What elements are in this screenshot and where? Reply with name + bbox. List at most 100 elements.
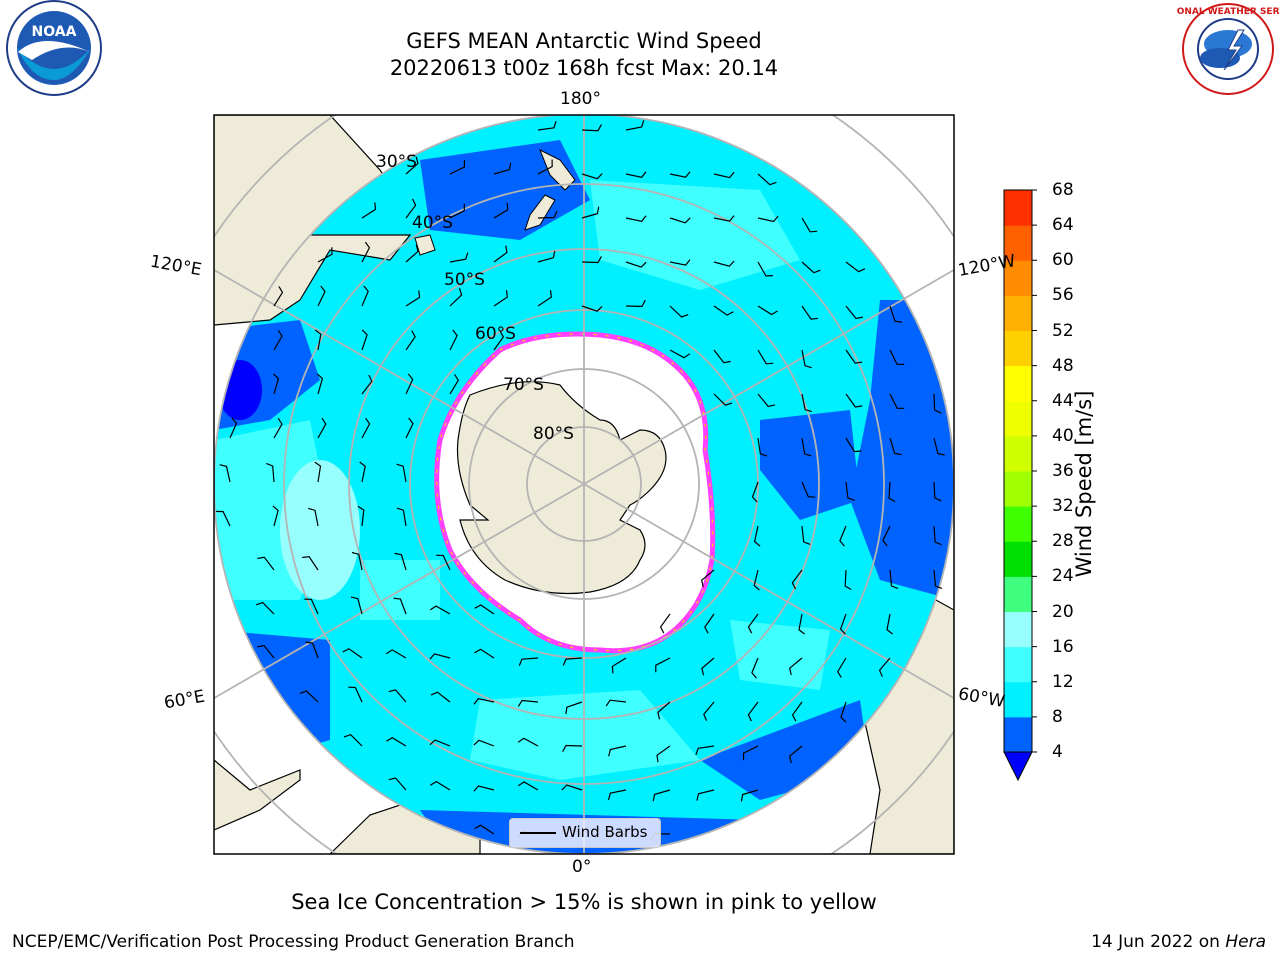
wind-barb [266,462,275,483]
footer-credit: NCEP/EMC/Verification Post Processing Pr… [12,932,575,952]
wind-barb [396,507,407,527]
wind-barb [473,698,495,705]
wind-barb [740,789,759,802]
wind-barb [394,552,407,571]
colorbar-bin [1004,681,1032,718]
wind-barb [659,613,671,634]
wind-barb [449,288,463,307]
wind-barb [882,525,891,547]
wind-barb [493,245,508,263]
wind-barb [581,256,602,264]
lat-label-30s: 30°S [376,152,417,172]
wind-barb [317,285,326,307]
wind-barb [704,613,715,634]
wind-barb [386,736,407,747]
wind-barb [757,393,776,408]
colorbar-label: Wind Speed [m/s] [1072,390,1096,578]
wind-barb [747,701,759,722]
wind-barb [713,349,731,364]
wind-barb [562,657,583,666]
caption: Sea Ice Concentration > 15% is shown in … [291,890,877,914]
wind-barb [757,173,777,186]
wind-barb [801,217,818,233]
wind-barb [751,481,759,503]
wind-barb [257,644,275,659]
wind-barb [361,285,369,307]
colorbar-tick-label: 8 [1052,706,1063,727]
wind-barb [801,305,819,320]
wind-barb [652,789,671,802]
wind-barb [273,417,283,439]
wind-barb [703,701,715,722]
wind-barb [219,464,231,483]
colorbar-tick-label: 56 [1052,285,1074,306]
wind-barb [474,604,495,615]
wind-barb [713,215,735,222]
wind-barb [537,210,558,219]
wind-barb [302,556,319,571]
wind-barb [361,241,371,263]
wind-barbs [216,120,945,841]
wind-barb [801,393,813,413]
wind-barb [611,657,627,674]
wind-barb [789,745,803,764]
wind-barb [385,649,407,659]
wind-barb [625,215,647,222]
lat-label-50s: 50°S [444,270,485,290]
colorbar-bin [1004,225,1032,261]
wind-barb [669,349,691,359]
wind-barb [751,657,759,679]
colorbar-bin [1004,576,1032,612]
wind-barb [845,305,864,320]
wind-barb [304,598,319,615]
wind-barb [393,597,407,615]
wind-barb [656,745,671,763]
wind-barb [350,596,363,615]
wind-barb [561,784,583,791]
wind-barb [388,777,407,791]
colorbar-tick-label: 28 [1052,531,1074,552]
wind-barb [517,699,539,707]
colorbar-bin [1004,716,1032,753]
footer-date: 14 Jun 2022 on Hera [1091,932,1266,952]
colorbar-tick-label: 68 [1052,180,1074,200]
wind-barb [396,463,407,483]
wind-barb [801,437,812,457]
wind-barb [565,701,583,715]
colorbar-tick-label: 64 [1052,215,1074,236]
wind-barb [359,461,366,483]
wind-barb [669,217,691,224]
colorbar-bin [1004,365,1032,402]
wind-barb [562,744,583,752]
wind-barb [449,159,466,175]
wind-barb [840,701,847,723]
wind-barb [888,481,896,503]
wind-barb [845,437,862,453]
wind-barb [657,701,671,720]
map-frame [213,114,955,855]
wind-barb [581,305,603,312]
nws-logo-icon: NATIONAL WEATHER SERVICE [1176,3,1280,95]
wind-barb [669,305,689,318]
wind-barb [361,417,371,439]
wind-barb [798,613,805,635]
colorbar-tick-label: 16 [1052,636,1074,657]
wind-barb [933,569,943,590]
wind-barb [669,259,691,266]
wind-barb [449,329,458,351]
wind-barb [933,437,945,456]
wind-barb [216,510,231,527]
wind-barb [405,290,421,307]
colorbar-tick-label: 36 [1052,461,1074,481]
wind-barb [655,657,671,673]
colorbar-tick-label: 24 [1052,566,1074,587]
wind-barb [493,330,505,351]
wind-barb [839,613,847,635]
lat-label-70s: 70°S [503,375,544,395]
graticule [214,115,954,854]
wind-barb [845,481,855,501]
colorbar-tick-label: 4 [1052,742,1063,762]
wind-barb [430,780,451,791]
wind-barb [449,374,460,395]
